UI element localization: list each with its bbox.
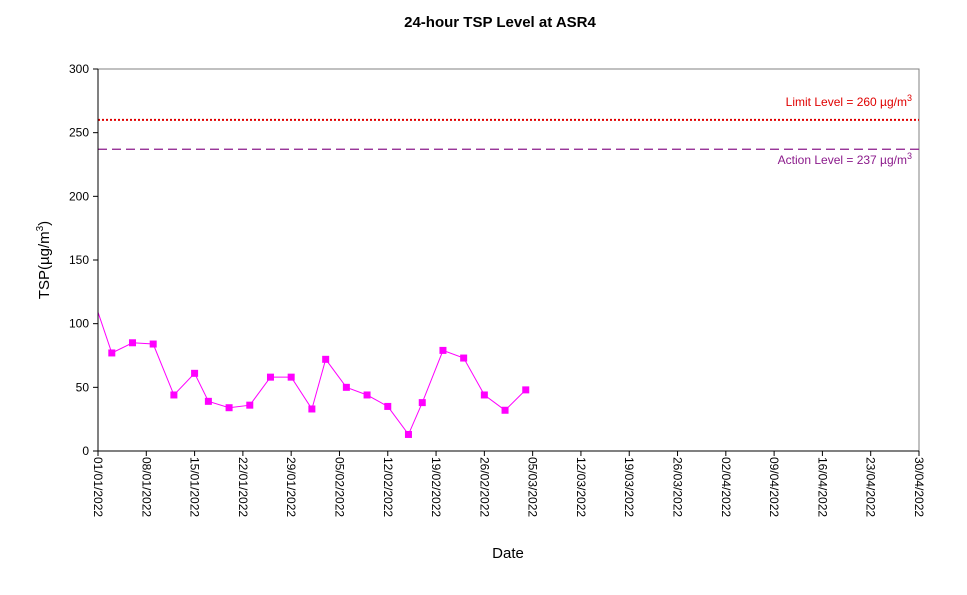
data-point	[108, 349, 116, 357]
x-tick-label: 08/01/2022	[139, 457, 153, 517]
series-line	[97, 312, 527, 436]
x-tick-label: 23/04/2022	[864, 457, 878, 517]
x-tick-label: 30/04/2022	[912, 457, 926, 517]
data-point	[522, 386, 530, 394]
chart-title: 24-hour TSP Level at ASR4	[404, 14, 596, 31]
data-point	[170, 391, 178, 399]
data-point	[501, 406, 509, 414]
data-point	[460, 354, 468, 362]
x-tick-label: 01/01/2022	[91, 457, 105, 517]
data-point	[342, 383, 350, 391]
data-point	[363, 391, 371, 399]
y-tick-label: 250	[69, 126, 89, 140]
data-point	[287, 373, 295, 381]
x-axis: 01/01/2022 08/01/2022 15/01/2022 22/01/2022…	[91, 450, 926, 517]
data-point	[439, 346, 447, 354]
y-axis-label-unit-sup: 3	[35, 225, 46, 231]
data-point	[480, 391, 488, 399]
x-tick-label: 12/02/2022	[381, 457, 395, 517]
data-point	[149, 340, 157, 348]
data-point	[246, 401, 254, 409]
x-tick-label: 12/03/2022	[574, 457, 588, 517]
x-tick-label: 26/03/2022	[671, 457, 685, 517]
limit-level-label: Limit Level = 260 µg/m3	[786, 93, 912, 109]
y-tick-label: 0	[82, 444, 89, 458]
data-point	[266, 373, 274, 381]
y-tick-label: 50	[76, 380, 90, 394]
x-tick-label: 02/04/2022	[719, 457, 733, 517]
data-point	[308, 405, 316, 413]
plot-area	[97, 68, 920, 452]
action-level-label: Action Level = 237 µg/m3	[778, 151, 912, 167]
y-tick-label: 150	[69, 253, 89, 267]
y-axis-label-unit: µg/m	[36, 231, 53, 265]
x-axis-label: Date	[492, 545, 524, 562]
data-point	[225, 404, 233, 412]
x-tick-label: 29/01/2022	[284, 457, 298, 517]
x-tick-label: 15/01/2022	[188, 457, 202, 517]
limit-level-label-sup: 3	[907, 93, 912, 103]
x-tick-label: 19/02/2022	[429, 457, 443, 517]
y-tick-label: 300	[69, 62, 89, 76]
y-axis-label: TSP(µg/m3)	[35, 221, 53, 299]
y-tick-label: 200	[69, 189, 89, 203]
data-point	[128, 339, 136, 347]
data-point	[384, 402, 392, 410]
data-point	[204, 397, 212, 405]
x-tick-label: 22/01/2022	[236, 457, 250, 517]
x-tick-label: 16/04/2022	[815, 457, 829, 517]
x-tick-label: 05/03/2022	[526, 457, 540, 517]
y-tick-label: 100	[69, 317, 89, 331]
limit-level-label-text: Limit Level = 260 µg/m	[786, 95, 907, 109]
x-tick-label: 19/03/2022	[622, 457, 636, 517]
y-axis-label-main: TSP(	[36, 265, 53, 299]
data-point	[191, 369, 199, 377]
y-axis-label-close: )	[36, 221, 53, 226]
data-point	[322, 355, 330, 363]
plot-border	[97, 68, 920, 452]
action-level-label-sup: 3	[907, 151, 912, 161]
series	[97, 312, 530, 438]
y-axis: 0 50 100 150 200 250 300	[69, 62, 99, 458]
action-level-label-text: Action Level = 237 µg/m	[778, 153, 907, 167]
data-point	[418, 399, 426, 407]
x-tick-label: 26/02/2022	[477, 457, 491, 517]
data-point	[404, 430, 412, 438]
x-tick-label: 05/02/2022	[332, 457, 346, 517]
x-tick-label: 09/04/2022	[767, 457, 781, 517]
